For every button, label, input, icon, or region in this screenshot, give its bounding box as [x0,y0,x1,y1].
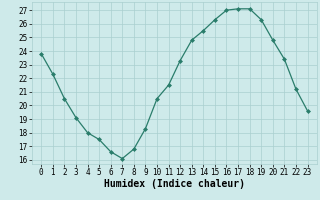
X-axis label: Humidex (Indice chaleur): Humidex (Indice chaleur) [104,179,245,189]
